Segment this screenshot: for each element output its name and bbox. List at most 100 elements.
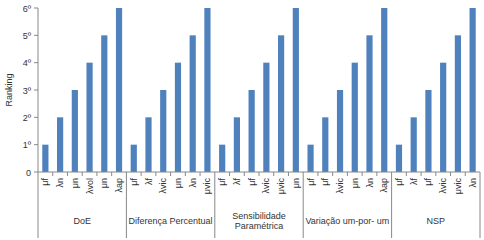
y-tick-label: 3º xyxy=(23,86,32,96)
y-axis-label: Ranking xyxy=(4,73,14,106)
x-tick-label: μf xyxy=(306,178,316,186)
y-tick xyxy=(34,62,38,63)
x-tick-label: λvic xyxy=(335,178,345,194)
x-tick xyxy=(155,172,156,176)
bar xyxy=(101,35,107,172)
bar xyxy=(190,35,196,172)
x-tick xyxy=(229,172,230,176)
bar xyxy=(145,117,151,172)
x-tick xyxy=(406,172,407,176)
y-tick xyxy=(34,90,38,91)
x-tick xyxy=(362,172,363,176)
x-tick-label: λn xyxy=(55,178,65,188)
group-separator xyxy=(38,172,39,238)
x-tick-label: μn xyxy=(173,178,183,188)
x-tick-label: λn xyxy=(468,178,478,188)
bar xyxy=(278,35,284,172)
group-label: NSP xyxy=(427,216,446,226)
y-tick xyxy=(34,144,38,145)
bar xyxy=(175,63,181,172)
bar xyxy=(307,145,313,172)
bar xyxy=(470,8,476,172)
x-tick xyxy=(82,172,83,176)
x-tick-label: μn xyxy=(99,178,109,188)
x-tick xyxy=(244,172,245,176)
y-tick-label: 0 xyxy=(26,168,31,178)
bar xyxy=(204,8,210,172)
x-tick xyxy=(200,172,201,176)
x-tick-label: μf xyxy=(394,178,404,186)
y-tick xyxy=(34,172,38,173)
bar xyxy=(293,8,299,172)
x-tick-label: λn xyxy=(188,178,198,188)
x-tick-label: λvic xyxy=(158,178,168,194)
bar xyxy=(72,90,78,172)
x-tick xyxy=(347,172,348,176)
bar xyxy=(411,117,417,172)
chart: 01º2º3º4º5º6ºRankingμfλnμnλvolμnλapμfλfλ… xyxy=(0,0,484,240)
x-tick xyxy=(376,172,377,176)
bar xyxy=(322,117,328,172)
x-tick-label: λvol xyxy=(85,178,95,194)
group-separator xyxy=(480,172,481,238)
x-tick xyxy=(141,172,142,176)
x-tick-label: λap xyxy=(379,178,389,193)
bar xyxy=(455,35,461,172)
bar xyxy=(440,63,446,172)
x-tick-label: λap xyxy=(114,178,124,193)
x-tick xyxy=(332,172,333,176)
x-tick xyxy=(317,172,318,176)
x-tick xyxy=(421,172,422,176)
bar xyxy=(337,90,343,172)
x-tick xyxy=(259,172,260,176)
bar xyxy=(160,90,166,172)
x-tick-label: μf xyxy=(129,178,139,186)
group-label: SensibilidadeParamétrica xyxy=(232,211,286,231)
x-tick-label: μf xyxy=(423,178,433,186)
x-tick-label: μvic xyxy=(276,178,286,195)
x-tick-label: λvic xyxy=(261,178,271,194)
x-tick xyxy=(67,172,68,176)
x-tick-label: λf xyxy=(144,178,154,186)
x-tick xyxy=(465,172,466,176)
x-tick xyxy=(273,172,274,176)
bar xyxy=(381,8,387,172)
group-separator xyxy=(214,172,215,238)
x-tick xyxy=(450,172,451,176)
bar xyxy=(42,145,48,172)
x-tick-label: λvic xyxy=(438,178,448,194)
bar xyxy=(396,145,402,172)
group-label: Diferença Percentual xyxy=(129,216,213,226)
x-tick xyxy=(288,172,289,176)
bar xyxy=(425,90,431,172)
y-tick-label: 1º xyxy=(23,140,32,150)
bar xyxy=(352,63,358,172)
x-tick-label: μvic xyxy=(202,178,212,195)
x-tick xyxy=(52,172,53,176)
group-separator xyxy=(126,172,127,238)
x-tick-label: λf xyxy=(409,178,419,186)
bar xyxy=(116,8,122,172)
y-tick-label: 2º xyxy=(23,113,32,123)
x-tick-label: μvic xyxy=(453,178,463,195)
x-tick-label: μf xyxy=(247,178,257,186)
group-separator xyxy=(303,172,304,238)
x-tick xyxy=(435,172,436,176)
x-tick xyxy=(96,172,97,176)
x-tick-label: μn xyxy=(70,178,80,188)
x-tick-label: μf xyxy=(217,178,227,186)
x-tick-label: μf xyxy=(40,178,50,186)
y-tick xyxy=(34,35,38,36)
bar xyxy=(366,35,372,172)
bar xyxy=(234,117,240,172)
y-tick xyxy=(34,117,38,118)
bar xyxy=(57,117,63,172)
x-tick xyxy=(185,172,186,176)
x-tick-label: λn xyxy=(365,178,375,188)
y-tick-label: 6º xyxy=(23,4,32,14)
bar xyxy=(131,145,137,172)
group-label-line: Sensibilidade xyxy=(232,211,286,221)
group-label: DoE xyxy=(73,216,91,226)
group-label: Variação um-por- um xyxy=(305,216,389,226)
y-tick xyxy=(34,8,38,9)
